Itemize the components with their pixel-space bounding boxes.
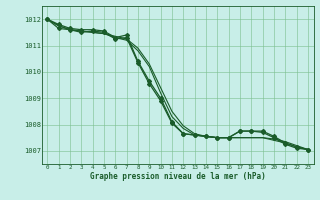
X-axis label: Graphe pression niveau de la mer (hPa): Graphe pression niveau de la mer (hPa) [90, 172, 266, 181]
